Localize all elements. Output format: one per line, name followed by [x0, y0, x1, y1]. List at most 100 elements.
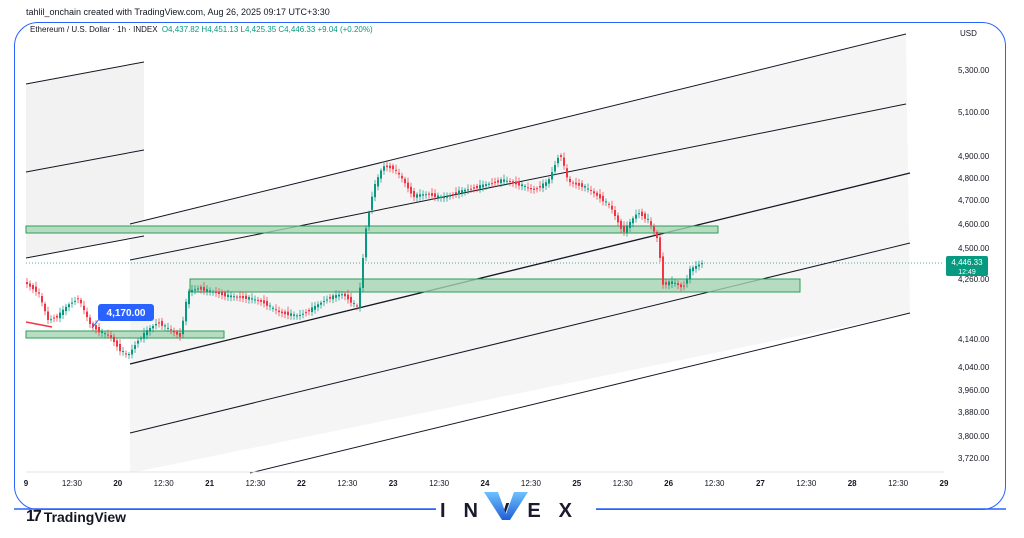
candle-body — [434, 193, 436, 198]
candle-body — [266, 300, 268, 306]
candle-body — [470, 188, 472, 190]
candle-body — [131, 349, 133, 355]
candle-body — [350, 296, 352, 303]
ohlc-values: O4,437.82 H4,451.13 L4,425.35 C4,446.33 … — [161, 25, 373, 34]
candle-body — [317, 304, 319, 308]
candle-body — [152, 326, 154, 329]
candle-body — [638, 213, 640, 215]
price-tick: 4,040.00 — [958, 363, 990, 372]
candle-body — [200, 286, 202, 290]
current-price-value: 4,446.33 — [951, 258, 983, 267]
price-axis[interactable]: USD 5,300.00 5,100.00 4,900.00 4,800.00 4,70… — [958, 29, 990, 463]
candle-body — [611, 205, 613, 210]
candle-body — [398, 172, 400, 175]
invex-logo: INVEX — [440, 500, 590, 523]
candle-body — [110, 335, 112, 338]
candle-body — [632, 218, 634, 224]
time-tick: 28 — [848, 479, 857, 488]
candle-body — [533, 188, 535, 190]
candle-body — [248, 297, 250, 300]
zone-lower — [25, 330, 225, 339]
candle-body — [539, 186, 541, 188]
candle-body — [239, 296, 241, 298]
candle-body — [491, 183, 493, 185]
candle-body — [575, 182, 577, 185]
candle-body — [488, 183, 490, 185]
candle-body — [128, 354, 130, 356]
price-tick: 4,700.00 — [958, 196, 990, 205]
candle-body — [326, 299, 328, 301]
candle-body — [62, 309, 64, 315]
candle-body — [695, 266, 697, 269]
candle-body — [545, 182, 547, 186]
candle-body — [365, 228, 367, 258]
time-tick: 12:30 — [888, 479, 909, 488]
candle-body — [359, 287, 361, 308]
candle-body — [149, 328, 151, 332]
time-tick: 12:30 — [613, 479, 634, 488]
candle-body — [569, 178, 571, 183]
candle-body — [233, 296, 235, 298]
candle-body — [518, 181, 520, 186]
candle-body — [521, 184, 523, 187]
candle-body — [299, 314, 301, 316]
candle-body — [320, 302, 322, 305]
currency-label: USD — [960, 29, 977, 38]
candle-body — [689, 268, 691, 280]
candle-body — [53, 317, 55, 319]
time-axis[interactable]: 9 12:30 20 12:30 21 12:30 22 12:30 23 12:30 24 12:3… — [24, 479, 949, 488]
candle-body — [344, 293, 346, 297]
candle-body — [221, 292, 223, 296]
candle-body — [479, 184, 481, 189]
candle-body — [44, 303, 46, 312]
time-tick: 21 — [205, 479, 214, 488]
candle-body — [197, 288, 199, 290]
candle-body — [356, 305, 358, 307]
candle-body — [662, 256, 664, 285]
candle-body — [347, 294, 349, 300]
candle-body — [383, 166, 385, 171]
candle-body — [293, 314, 295, 316]
candle-body — [371, 196, 373, 210]
candle-body — [593, 191, 595, 194]
price-label-callout[interactable]: 4,170.00 — [91, 304, 154, 329]
time-tick: 20 — [113, 479, 122, 488]
candle-body — [626, 225, 628, 233]
candle-body — [497, 180, 499, 183]
candle-body — [368, 212, 370, 227]
candle-body — [188, 290, 190, 305]
candle-body — [590, 189, 592, 191]
candle-body — [155, 324, 157, 326]
candle-body — [65, 306, 67, 312]
candle-body — [302, 313, 304, 315]
candle-body — [617, 215, 619, 223]
candle-body — [455, 192, 457, 194]
price-tick: 3,880.00 — [958, 408, 990, 417]
candle-body — [362, 258, 364, 288]
chart-credit: tahlil_onchain created with TradingView.… — [26, 7, 330, 17]
candle-body — [461, 190, 463, 193]
candle-body — [335, 295, 337, 298]
candle-body — [338, 294, 340, 297]
candle-body — [431, 193, 433, 196]
candle-body — [116, 340, 118, 347]
candle-body — [449, 195, 451, 197]
candle-body — [173, 330, 175, 333]
candle-body — [443, 197, 445, 199]
zones[interactable] — [25, 225, 801, 339]
candle-body — [308, 309, 310, 312]
candle-body — [500, 179, 502, 184]
time-tick: 23 — [389, 479, 398, 488]
candle-body — [29, 283, 31, 287]
time-tick: 9 — [24, 479, 29, 488]
candle-body — [476, 185, 478, 189]
time-tick: 12:30 — [521, 479, 542, 488]
candle-body — [281, 311, 283, 314]
candle-body — [377, 177, 379, 187]
candle-body — [107, 334, 109, 336]
candle-body — [194, 289, 196, 291]
candle-body — [56, 315, 58, 318]
candle-body — [59, 312, 61, 319]
candle-body — [212, 291, 214, 293]
